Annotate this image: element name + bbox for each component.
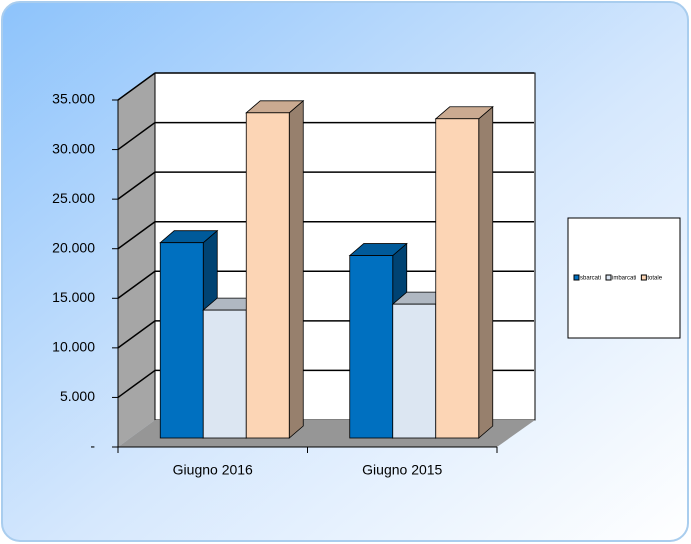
side-wall <box>118 73 155 447</box>
legend-swatch <box>640 274 647 281</box>
grid-line-side <box>117 221 156 250</box>
y-tick-label: 25.000 <box>52 190 95 206</box>
x-tick-label: Giugno 2015 <box>362 462 442 478</box>
y-tick-label: 35.000 <box>52 91 95 107</box>
bar-side <box>478 105 494 439</box>
legend-label: totale <box>647 276 662 282</box>
bar <box>349 255 394 439</box>
bar <box>159 242 204 439</box>
grid-line-side <box>117 171 156 200</box>
grid-line-side <box>117 369 156 399</box>
bar <box>245 112 290 439</box>
y-tick-label: - <box>90 438 95 454</box>
grid-line-side <box>117 121 156 151</box>
y-tick-label: 15.000 <box>52 289 95 305</box>
bar-side <box>288 99 304 439</box>
y-tick-label: 5.000 <box>60 388 95 404</box>
y-tick-label: 10.000 <box>52 339 95 355</box>
grid-line-side <box>117 270 156 299</box>
grid-line-side <box>117 320 156 349</box>
legend-label: imbarcati <box>612 276 636 282</box>
y-tick-label: 30.000 <box>52 140 95 156</box>
bar <box>435 118 480 439</box>
bar <box>392 303 437 439</box>
legend-swatch <box>605 274 612 281</box>
legend-label: sbarcati <box>580 276 601 282</box>
grid-line-side <box>117 72 156 101</box>
x-tick-label: Giugno 2016 <box>173 462 253 478</box>
legend-swatch <box>573 274 580 281</box>
y-tick-label: 20.000 <box>52 239 95 255</box>
legend-box <box>567 217 681 339</box>
bar <box>202 309 247 439</box>
